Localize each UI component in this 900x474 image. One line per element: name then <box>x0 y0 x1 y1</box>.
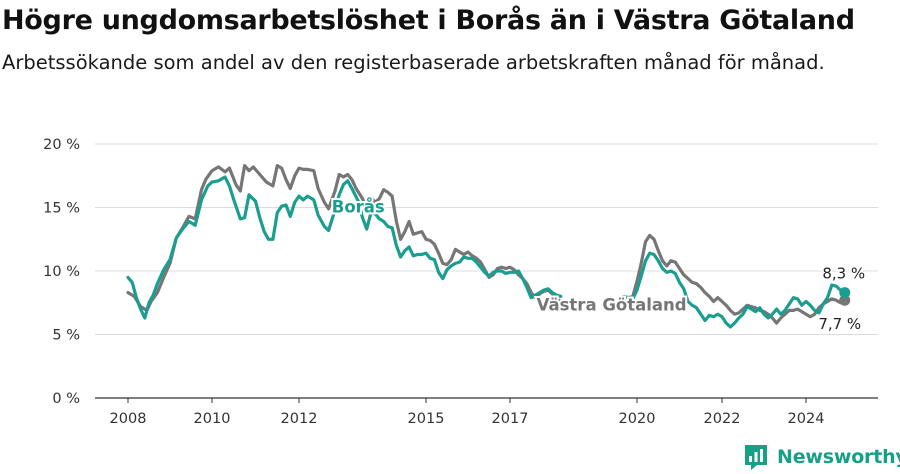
bar-chart-icon <box>745 445 767 470</box>
x-tick-label: 2024 <box>788 411 825 427</box>
y-tick-label: 15 % <box>43 201 80 217</box>
y-tick-label: 5 % <box>52 328 80 344</box>
series-lines <box>126 164 851 329</box>
brand-logo[interactable]: Newsworthy <box>743 440 900 474</box>
x-tick-label: 2017 <box>492 411 529 427</box>
x-tick-label: 2012 <box>281 411 318 427</box>
end-label-boras: 8,3 % <box>822 265 865 283</box>
x-tick-label: 2010 <box>194 411 231 427</box>
end-point-västra-götaland <box>839 294 851 306</box>
end-label-vastra-gotaland: 7,7 % <box>818 315 861 333</box>
x-tick-label: 2008 <box>110 411 147 427</box>
series-line-västra-götaland <box>618 233 847 325</box>
x-tick-label: 2015 <box>408 411 445 427</box>
brand-name: Newsworthy <box>777 446 900 468</box>
series-label-västra-götaland: Västra Götaland <box>537 295 687 314</box>
chart-title: Högre ungdomsarbetslöshet i Borås än i V… <box>2 5 855 36</box>
chart-subtitle: Arbetssökande som andel av den registerb… <box>2 51 825 74</box>
axes: 0 % 5 % 10 % 15 % 20 % 2008 2010 2012 2015 2017 20… <box>43 137 824 427</box>
series-line-västra-götaland <box>126 164 563 312</box>
y-tick-label: 0 % <box>52 391 80 407</box>
series-line-borås <box>618 251 847 329</box>
series-labels: Västra Götaland Borås 8,3 % 7,7 % <box>330 196 867 335</box>
series-line-borås <box>126 175 563 320</box>
series-label-borås: Borås <box>332 198 385 217</box>
y-tick-label: 20 % <box>43 137 80 153</box>
end-point-borås <box>839 287 851 299</box>
x-tick-label: 2022 <box>704 411 741 427</box>
y-tick-label: 10 % <box>43 264 80 280</box>
grid-lines <box>95 143 878 399</box>
x-tick-label: 2020 <box>619 411 656 427</box>
